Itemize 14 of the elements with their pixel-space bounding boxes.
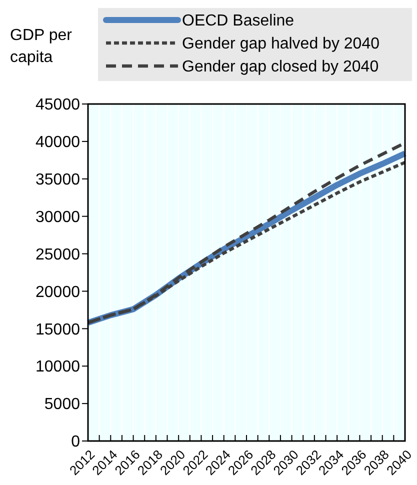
y-tick-label: 40000 [36,134,80,152]
y-tick-label: 45000 [36,96,80,114]
y-tick-label: 0 [71,434,80,451]
legend-label: Gender gap halved by 2040 [182,36,380,53]
legend-label: Gender gap closed by 2040 [182,58,379,76]
y-tick-label: 20000 [36,284,80,301]
legend-label: OECD Baseline [182,12,294,30]
y-tick-label: 35000 [36,171,80,188]
y-tick-label: 10000 [36,358,80,376]
y-tick-label: 15000 [36,321,80,338]
y-tick-label: 25000 [36,246,80,264]
y-tick-label: 30000 [36,208,80,226]
y-tick-label: 5000 [44,396,80,414]
y-axis-title: GDP per capita [10,27,73,66]
